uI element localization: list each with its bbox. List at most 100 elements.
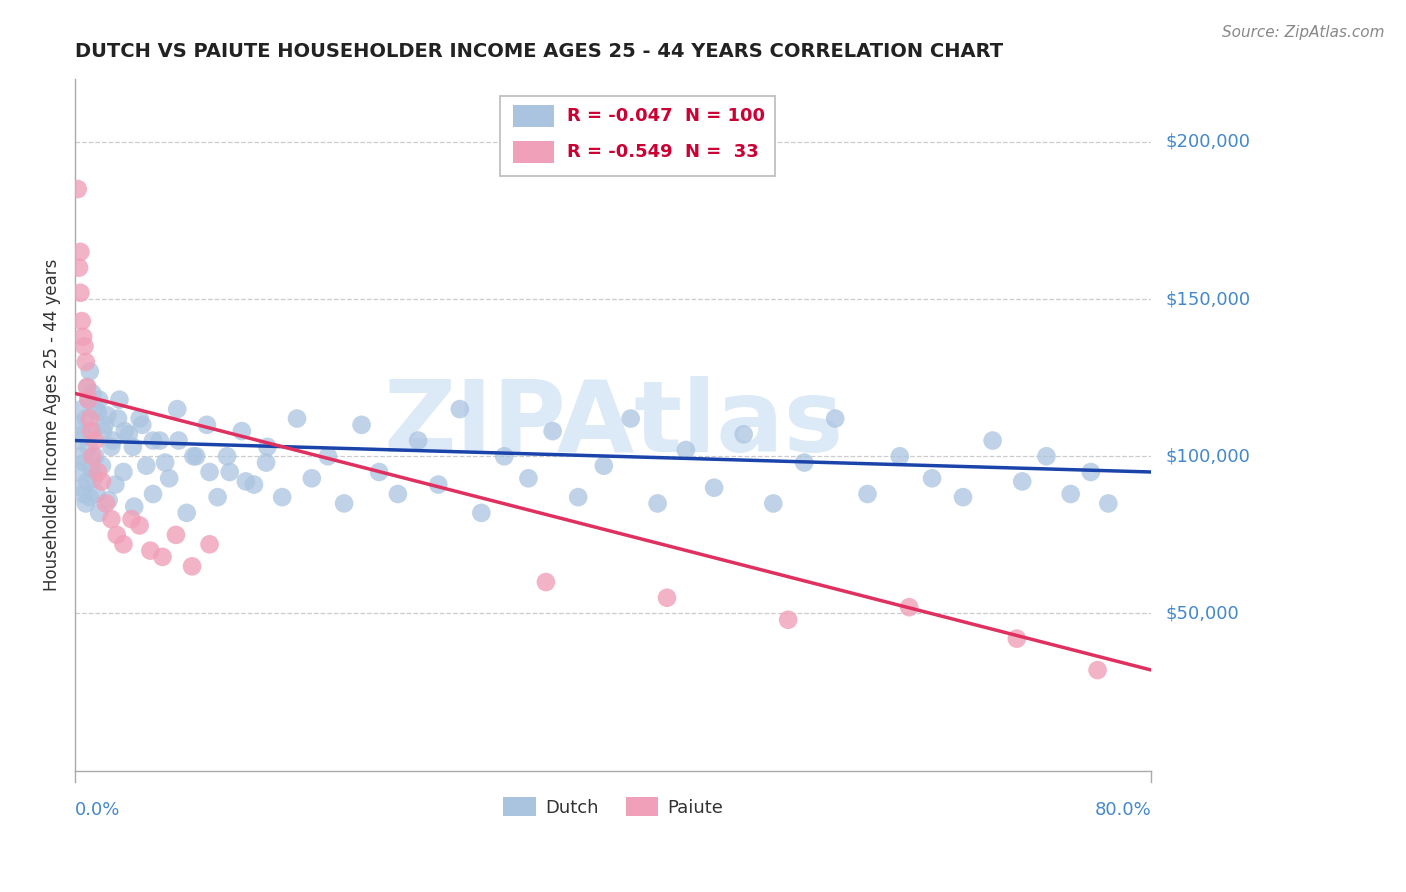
Point (101, 434, 124, 448)
Point (762, 496, 785, 510)
Point (153, 456, 176, 470)
Point (112, 537, 135, 551)
Point (231, 424, 253, 438)
Point (90, 475, 112, 489)
Point (73, 339, 96, 353)
Point (271, 490, 294, 504)
Point (427, 477, 450, 491)
Point (89, 506, 111, 520)
Point (100, 512, 122, 526)
Point (952, 490, 974, 504)
Point (592, 458, 614, 473)
Point (368, 465, 391, 479)
Legend: Dutch, Paiute: Dutch, Paiute (496, 790, 730, 824)
Point (449, 402, 471, 417)
Point (198, 537, 221, 551)
FancyBboxPatch shape (513, 141, 554, 162)
Point (824, 411, 846, 425)
Point (93, 417, 115, 432)
Text: $100,000: $100,000 (1166, 447, 1250, 466)
Point (856, 487, 879, 501)
Point (1097, 496, 1119, 510)
Point (122, 500, 145, 514)
FancyBboxPatch shape (513, 104, 554, 127)
Point (333, 496, 356, 510)
Point (75, 496, 97, 510)
Point (541, 424, 564, 438)
Point (105, 528, 128, 542)
Point (118, 427, 141, 442)
Text: DUTCH VS PAIUTE HOUSEHOLDER INCOME AGES 25 - 44 YEARS CORRELATION CHART: DUTCH VS PAIUTE HOUSEHOLDER INCOME AGES … (75, 42, 1002, 61)
Point (84, 402, 107, 417)
Point (142, 487, 165, 501)
Point (1059, 487, 1081, 501)
Point (176, 506, 198, 520)
Point (66, 182, 89, 196)
Point (79, 364, 101, 378)
Point (135, 458, 157, 473)
Text: N = 100: N = 100 (685, 107, 765, 125)
Point (79, 411, 101, 425)
Text: $150,000: $150,000 (1166, 290, 1250, 308)
Point (793, 456, 815, 470)
Point (157, 471, 180, 485)
Point (647, 496, 669, 510)
Point (107, 411, 129, 425)
Point (243, 477, 266, 491)
Point (184, 450, 207, 464)
Point (1011, 475, 1033, 489)
Point (1035, 450, 1057, 464)
Point (778, 613, 800, 627)
Point (87, 405, 110, 419)
Point (114, 424, 136, 438)
Point (80, 424, 103, 438)
Y-axis label: Householder Income Ages 25 - 44 years: Householder Income Ages 25 - 44 years (44, 259, 60, 591)
Point (183, 450, 205, 464)
Text: $50,000: $50,000 (1166, 605, 1239, 623)
Point (121, 512, 143, 526)
Point (87, 465, 110, 479)
Point (69, 285, 91, 300)
Point (470, 506, 492, 520)
Point (889, 450, 911, 464)
Point (142, 434, 165, 448)
Point (67, 260, 90, 275)
Point (207, 490, 229, 504)
Point (83, 471, 105, 485)
Point (898, 600, 921, 615)
Point (82, 386, 104, 401)
Point (235, 475, 257, 489)
Point (256, 440, 278, 454)
Point (152, 549, 174, 564)
Text: R = -0.549: R = -0.549 (567, 143, 672, 161)
Point (112, 465, 135, 479)
Point (285, 411, 308, 425)
Point (94, 496, 117, 510)
Point (84, 434, 107, 448)
Point (131, 417, 153, 432)
Point (1080, 465, 1102, 479)
Point (89, 392, 111, 407)
Point (79, 490, 101, 504)
Point (149, 434, 172, 448)
Point (76, 380, 98, 394)
Point (108, 392, 131, 407)
Point (733, 427, 755, 442)
Point (82, 450, 104, 464)
Text: 0.0%: 0.0% (75, 801, 121, 819)
Point (77, 392, 100, 407)
Point (75, 355, 97, 369)
Point (534, 575, 557, 590)
Point (90, 458, 112, 473)
Point (104, 477, 127, 491)
Point (76, 475, 98, 489)
Point (69, 244, 91, 259)
Point (165, 528, 187, 542)
Text: 80.0%: 80.0% (1095, 801, 1152, 819)
Point (86, 487, 108, 501)
Point (139, 543, 162, 558)
Text: N =  33: N = 33 (685, 143, 759, 161)
Point (218, 465, 240, 479)
Point (350, 417, 373, 432)
Point (121, 440, 143, 454)
